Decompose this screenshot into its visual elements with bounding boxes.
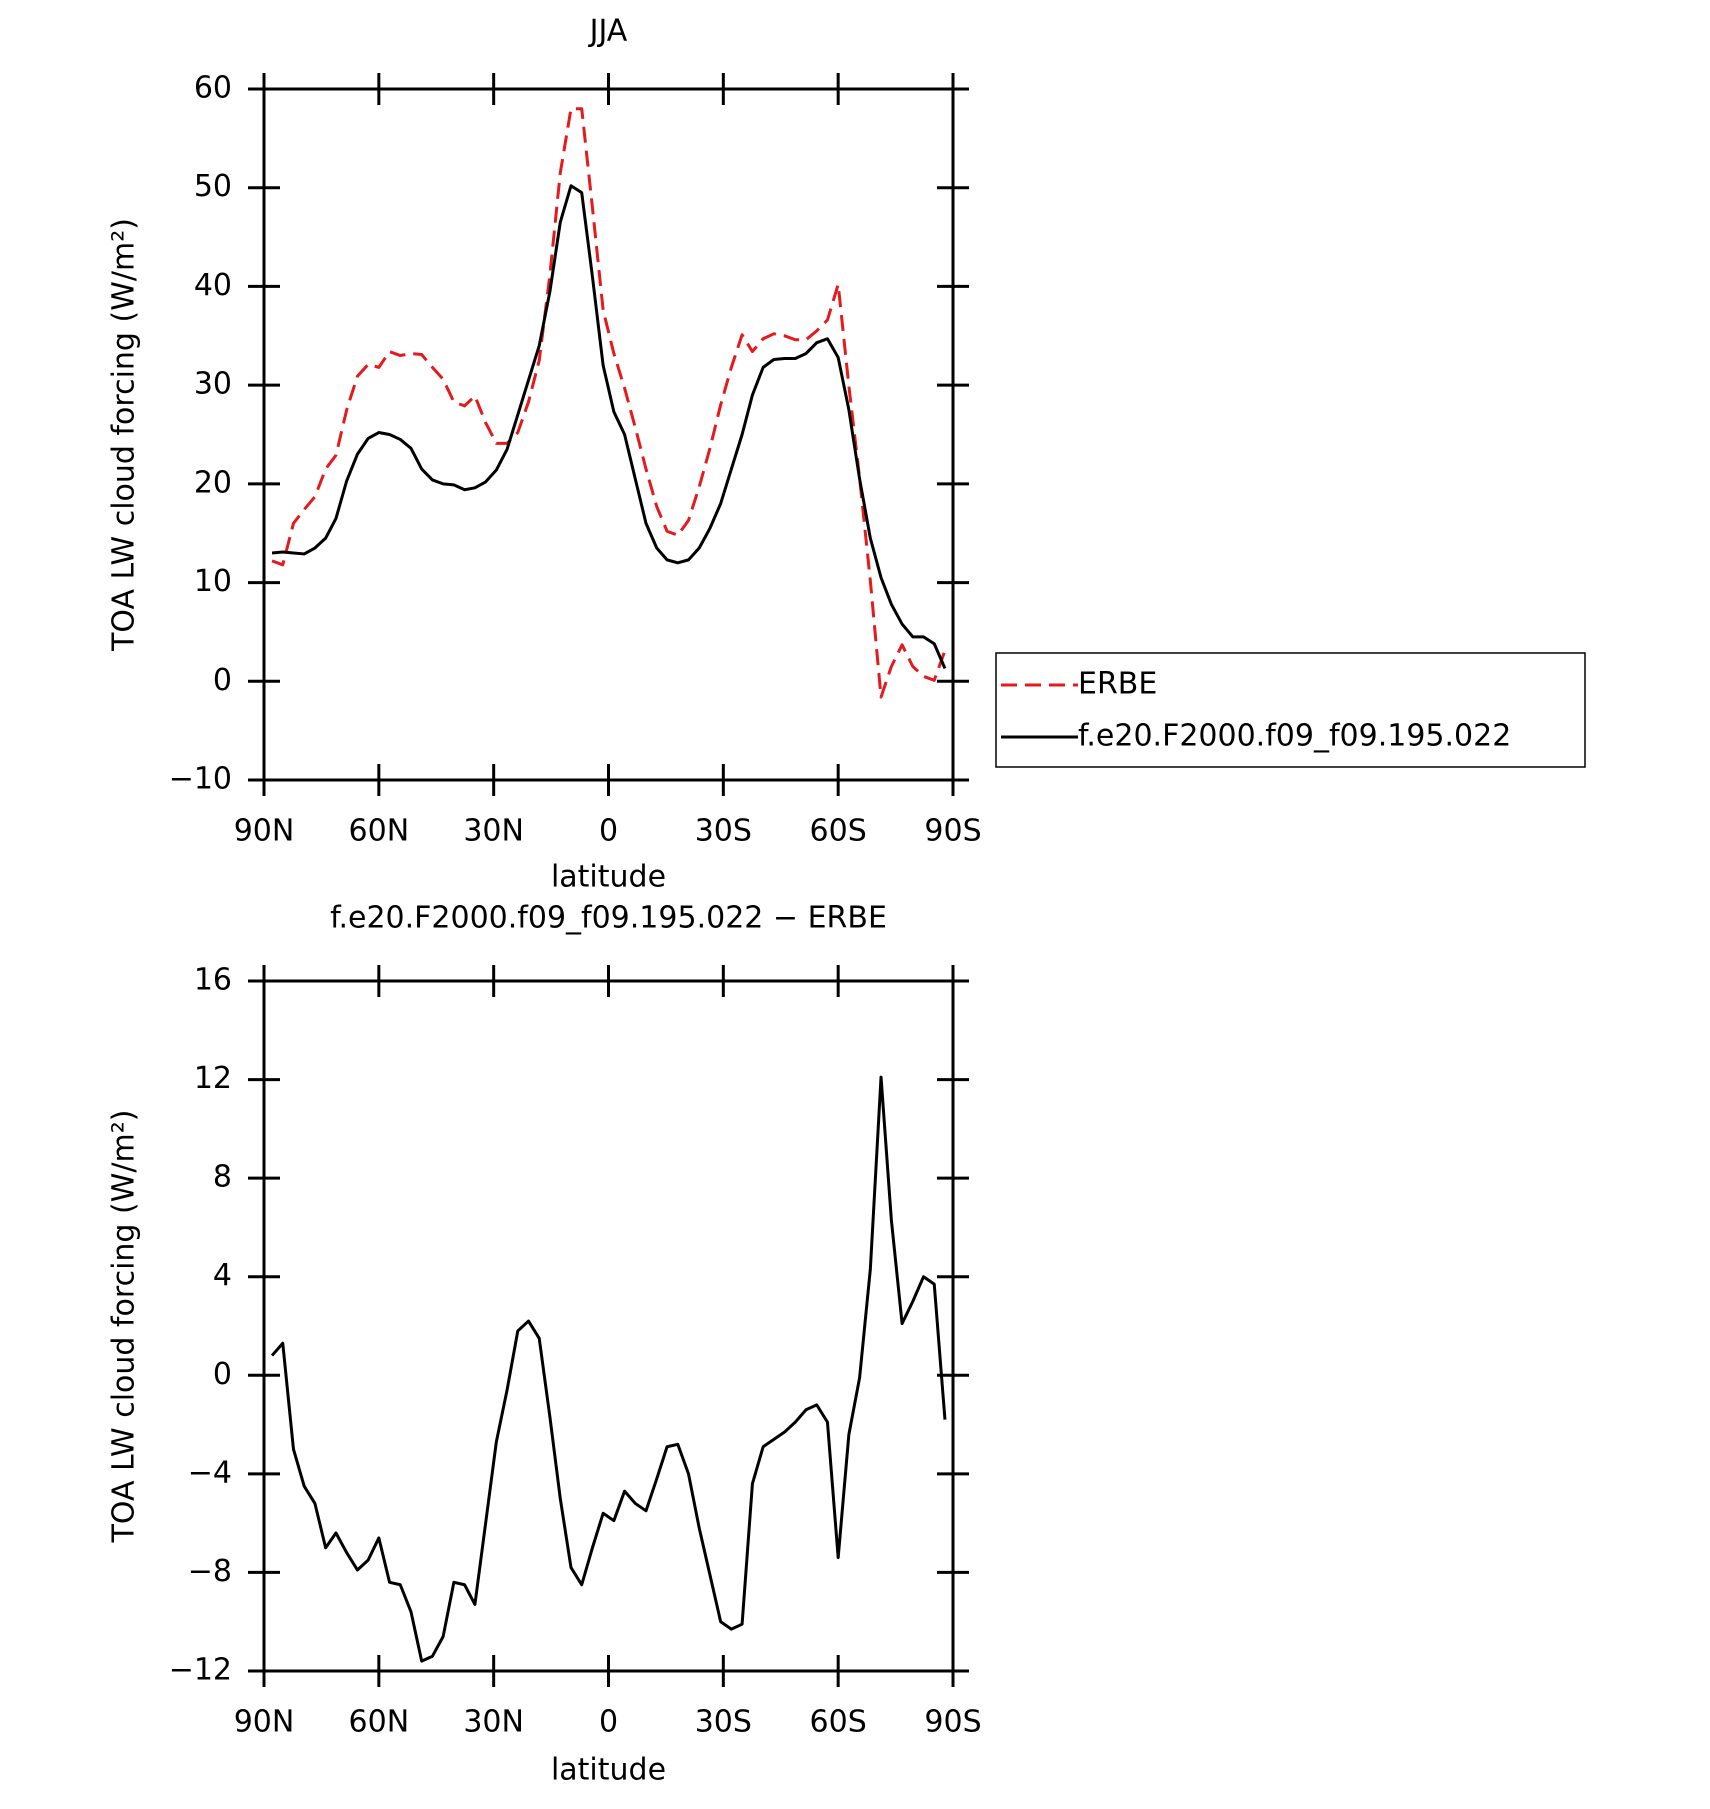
y-tick-label: 0: [213, 663, 232, 698]
chart-title: f.e20.F2000.f09_f09.195.022 − ERBE: [330, 901, 887, 936]
y-axis-label: TOA LW cloud forcing (W/m²): [107, 1110, 142, 1544]
y-tick-label: −4: [188, 1455, 232, 1490]
x-axis-label: latitude: [551, 860, 666, 895]
legend-label: ERBE: [1078, 667, 1157, 702]
plot-frame: [262, 979, 955, 1673]
x-tick-label: 60N: [349, 1705, 410, 1740]
legend-box: [995, 652, 1586, 768]
y-tick-label: −12: [169, 1653, 232, 1688]
y-tick-label: 12: [194, 1061, 232, 1096]
y-axis-label: TOA LW cloud forcing (W/m²): [107, 218, 142, 652]
y-tick-label: 10: [194, 564, 232, 599]
data-line: [271, 107, 947, 699]
x-tick-label: 30N: [463, 1705, 524, 1740]
y-tick-label: 30: [194, 367, 232, 402]
y-tick-label: 20: [194, 465, 232, 500]
y-tick-label: 0: [213, 1357, 232, 1392]
x-axis-label: latitude: [551, 1753, 666, 1788]
y-tick-label: 4: [213, 1258, 232, 1293]
x-tick-label: 60S: [810, 1705, 867, 1740]
x-tick-label: 90S: [924, 1705, 981, 1740]
x-tick-label: 60N: [349, 814, 410, 849]
y-tick-label: −8: [188, 1554, 232, 1589]
x-tick-label: 30N: [463, 814, 524, 849]
chart-title: JJA: [588, 14, 628, 49]
y-tick-label: 50: [194, 169, 232, 204]
x-tick-label: 90N: [234, 1705, 295, 1740]
x-tick-label: 30S: [695, 1705, 752, 1740]
plot-frame: [262, 87, 955, 782]
x-tick-label: 30S: [695, 814, 752, 849]
y-tick-label: 8: [213, 1160, 232, 1195]
x-tick-label: 0: [599, 1705, 618, 1740]
y-tick-label: −10: [169, 762, 232, 797]
y-tick-label: 16: [194, 963, 232, 998]
y-tick-label: 40: [194, 268, 232, 303]
x-tick-label: 0: [599, 814, 618, 849]
x-tick-label: 60S: [810, 814, 867, 849]
y-tick-label: 60: [194, 71, 232, 106]
legend-label: f.e20.F2000.f09_f09.195.022: [1078, 719, 1511, 754]
x-tick-label: 90S: [924, 814, 981, 849]
data-line: [271, 184, 947, 670]
x-tick-label: 90N: [234, 814, 295, 849]
data-line: [270, 1075, 947, 1663]
